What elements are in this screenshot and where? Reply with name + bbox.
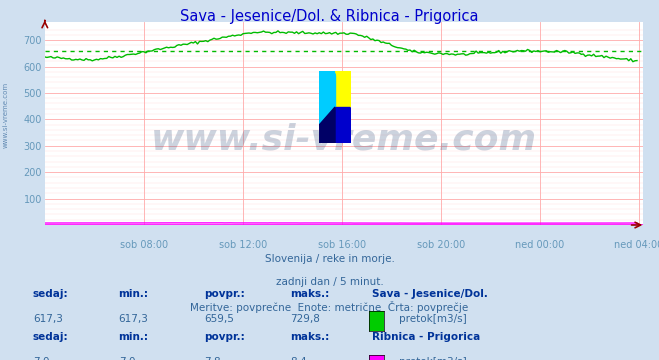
Text: Slovenija / reke in morje.: Slovenija / reke in morje. [264, 254, 395, 264]
Text: min.:: min.: [119, 332, 149, 342]
Polygon shape [319, 107, 335, 143]
Text: sob 20:00: sob 20:00 [417, 239, 465, 249]
Text: povpr.:: povpr.: [204, 289, 245, 299]
Text: min.:: min.: [119, 289, 149, 299]
Text: 659,5: 659,5 [204, 314, 234, 324]
Text: Ribnica - Prigorica: Ribnica - Prigorica [372, 332, 480, 342]
Polygon shape [335, 71, 351, 107]
Text: Sava - Jesenice/Dol.: Sava - Jesenice/Dol. [372, 289, 488, 299]
Text: 8,4: 8,4 [290, 357, 306, 360]
Text: sob 08:00: sob 08:00 [120, 239, 168, 249]
Text: 7,0: 7,0 [33, 357, 49, 360]
Text: www.si-vreme.com: www.si-vreme.com [2, 82, 9, 148]
Text: ned 04:00: ned 04:00 [614, 239, 659, 249]
Text: Meritve: povprečne  Enote: metrične  Črta: povprečje: Meritve: povprečne Enote: metrične Črta:… [190, 301, 469, 312]
Text: 617,3: 617,3 [119, 314, 148, 324]
Bar [335, 71, 351, 107]
Bar [335, 107, 351, 143]
Text: sedaj:: sedaj: [33, 332, 69, 342]
Text: zadnji dan / 5 minut.: zadnji dan / 5 minut. [275, 277, 384, 287]
Text: maks.:: maks.: [290, 289, 330, 299]
Text: sob 16:00: sob 16:00 [318, 239, 366, 249]
Text: 7,8: 7,8 [204, 357, 221, 360]
Bar [319, 71, 335, 125]
Text: Sava - Jesenice/Dol. & Ribnica - Prigorica: Sava - Jesenice/Dol. & Ribnica - Prigori… [181, 9, 478, 24]
Text: www.si-vreme.com: www.si-vreme.com [151, 122, 537, 157]
Text: pretok[m3/s]: pretok[m3/s] [399, 357, 467, 360]
Text: povpr.:: povpr.: [204, 332, 245, 342]
Text: 729,8: 729,8 [290, 314, 320, 324]
Text: 7,0: 7,0 [119, 357, 135, 360]
Text: sedaj:: sedaj: [33, 289, 69, 299]
Text: maks.:: maks.: [290, 332, 330, 342]
Text: sob 12:00: sob 12:00 [219, 239, 267, 249]
Polygon shape [319, 71, 335, 125]
Text: 617,3: 617,3 [33, 314, 63, 324]
Text: ned 00:00: ned 00:00 [515, 239, 565, 249]
Text: pretok[m3/s]: pretok[m3/s] [399, 314, 467, 324]
